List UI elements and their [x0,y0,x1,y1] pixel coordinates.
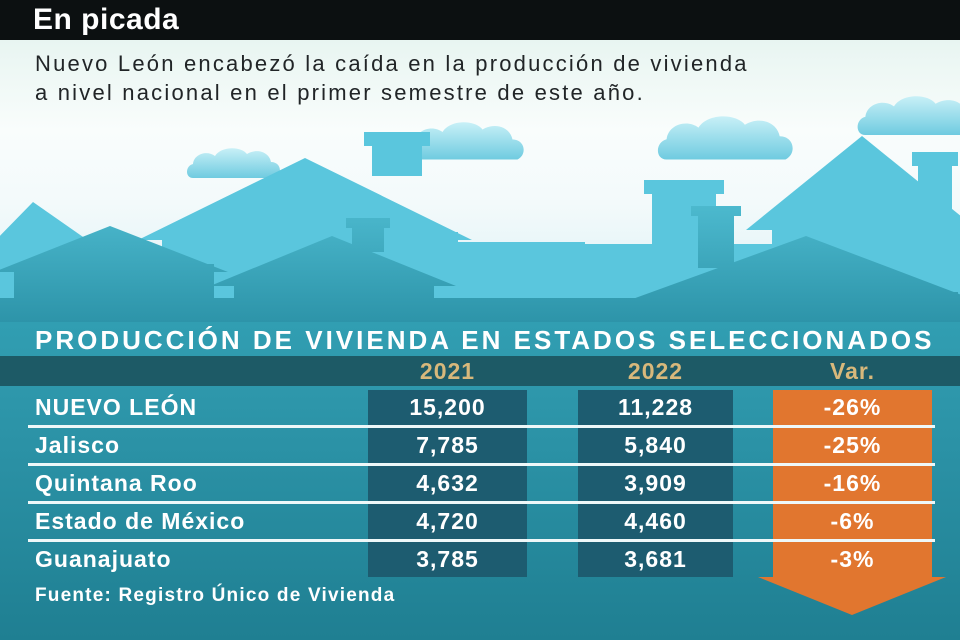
column-header-var: Var. [830,358,875,384]
value-2022: 3,681 [578,542,733,577]
variation-badge: -16% [823,470,882,496]
decline-arrow-head-icon [758,577,946,615]
state-label: NUEVO LEÓN [35,394,198,420]
column-header-band: 2021 2022 Var. [0,356,960,386]
state-label: Estado de México [35,508,246,534]
decline-arrow-body [773,390,932,577]
source-note: Fuente: Registro Único de Vivienda [35,585,396,606]
top-bar: En picada [0,0,960,40]
cityscape-illustration [0,96,960,322]
front-houses-icon [0,206,960,322]
value-2021: 4,632 [368,466,527,501]
intro-line-1: Nuevo León encabezó la caída en la produ… [35,51,749,76]
variation-badge: -25% [823,432,882,458]
row-separator [28,425,935,428]
value-2022: 3,909 [578,466,733,501]
variation-badge: -26% [823,394,882,420]
data-table: PRODUCCIÓN DE VIVIENDA EN ESTADOS SELECC… [0,322,960,640]
value-2022: 11,228 [578,390,733,425]
value-2022: 5,840 [578,428,733,463]
table-row: Jalisco 7,785 5,840 -25% [0,428,960,463]
intro-text: Nuevo León encabezó la caída en la produ… [35,49,749,107]
row-separator [28,463,935,466]
table-row: Quintana Roo 4,632 3,909 -16% [0,466,960,501]
variation-badge: -6% [830,508,875,534]
value-2021: 15,200 [368,390,527,425]
row-separator [28,501,935,504]
value-2021: 4,720 [368,504,527,539]
state-label: Quintana Roo [35,470,198,496]
state-label: Jalisco [35,432,120,458]
row-separator [28,539,935,542]
table-title: PRODUCCIÓN DE VIVIENDA EN ESTADOS SELECC… [35,325,935,355]
clouds-icon [187,96,960,178]
table-row: NUEVO LEÓN 15,200 11,228 -26% [0,390,960,425]
variation-badge: -3% [830,546,875,572]
column-header-2021: 2021 [419,358,476,384]
state-label: Guanajuato [35,546,172,572]
page-title: En picada [33,3,180,36]
table-row: Estado de México 4,720 4,460 -6% [0,504,960,539]
intro-line-2: a nivel nacional en el primer semestre d… [35,80,645,105]
column-header-2022: 2022 [627,358,684,384]
value-2021: 7,785 [368,428,527,463]
value-2021: 3,785 [368,542,527,577]
value-2022: 4,460 [578,504,733,539]
table-row: Guanajuato 3,785 3,681 -3% [0,542,960,577]
sky-scene: Nuevo León encabezó la caída en la produ… [0,40,960,322]
